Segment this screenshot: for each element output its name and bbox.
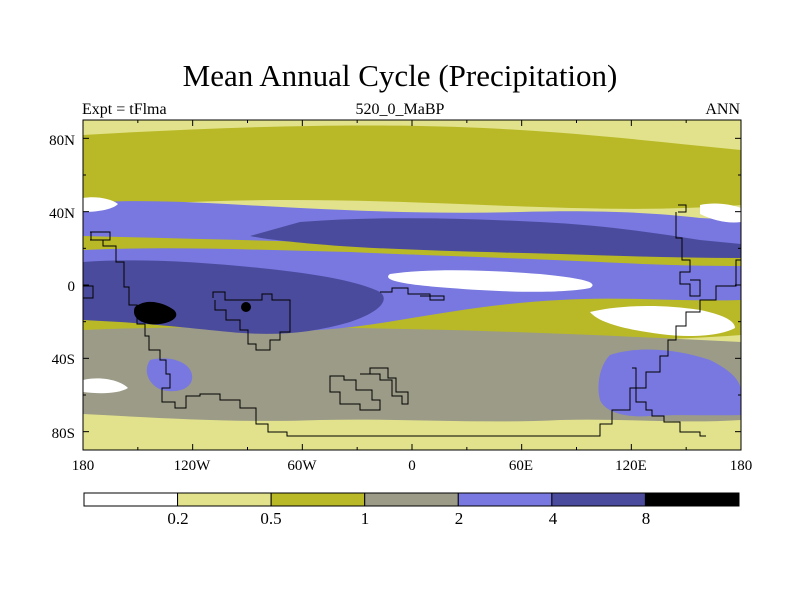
colorbar-level-label: 2 <box>454 509 464 528</box>
dry-patch-north-west <box>83 197 118 212</box>
colorbar-level-label: 0.2 <box>167 509 189 528</box>
map-field <box>83 120 741 450</box>
lat-label: 0 <box>67 279 76 295</box>
lon-label: 60E <box>508 458 534 474</box>
coastlines <box>83 204 741 437</box>
colorbar-level-label: 4 <box>548 509 558 528</box>
axis-ticks <box>82 120 742 450</box>
band-olive-north <box>83 125 741 212</box>
lon-label: 180 <box>71 458 95 474</box>
lon-label: 180 <box>729 458 753 474</box>
lon-label: 120W <box>173 458 211 474</box>
core-black-dot <box>241 302 251 312</box>
lat-label: 80N <box>49 133 75 149</box>
period-label: 520_0_MaBP <box>355 101 445 118</box>
patch-periwinkle-south-east <box>598 349 741 417</box>
dry-patch-south-west <box>83 378 128 394</box>
season-label: ANN <box>705 101 740 118</box>
core-dark-north <box>250 218 741 258</box>
lat-label: 40S <box>51 352 75 368</box>
dry-patch-north-east <box>700 203 741 223</box>
colorbar-level-label: 0.5 <box>260 509 282 528</box>
lat-label: 80S <box>51 426 75 442</box>
lon-label: 120E <box>615 458 647 474</box>
core-black <box>134 301 177 325</box>
colorbar-level-label: 1 <box>360 509 370 528</box>
experiment-label: Expt = tFlma <box>82 101 167 118</box>
dry-patch-equator <box>388 270 593 292</box>
band-grey-south <box>83 326 741 422</box>
dry-patch-south-east <box>590 306 735 336</box>
lat-label: 40N <box>49 206 75 222</box>
patch-periwinkle-south-west <box>146 358 193 392</box>
lon-label: 60W <box>287 458 317 474</box>
colorbar-level-label: 8 <box>641 509 651 528</box>
plot-title: Mean Annual Cycle (Precipitation) <box>182 58 618 93</box>
lon-label: 0 <box>408 458 416 474</box>
